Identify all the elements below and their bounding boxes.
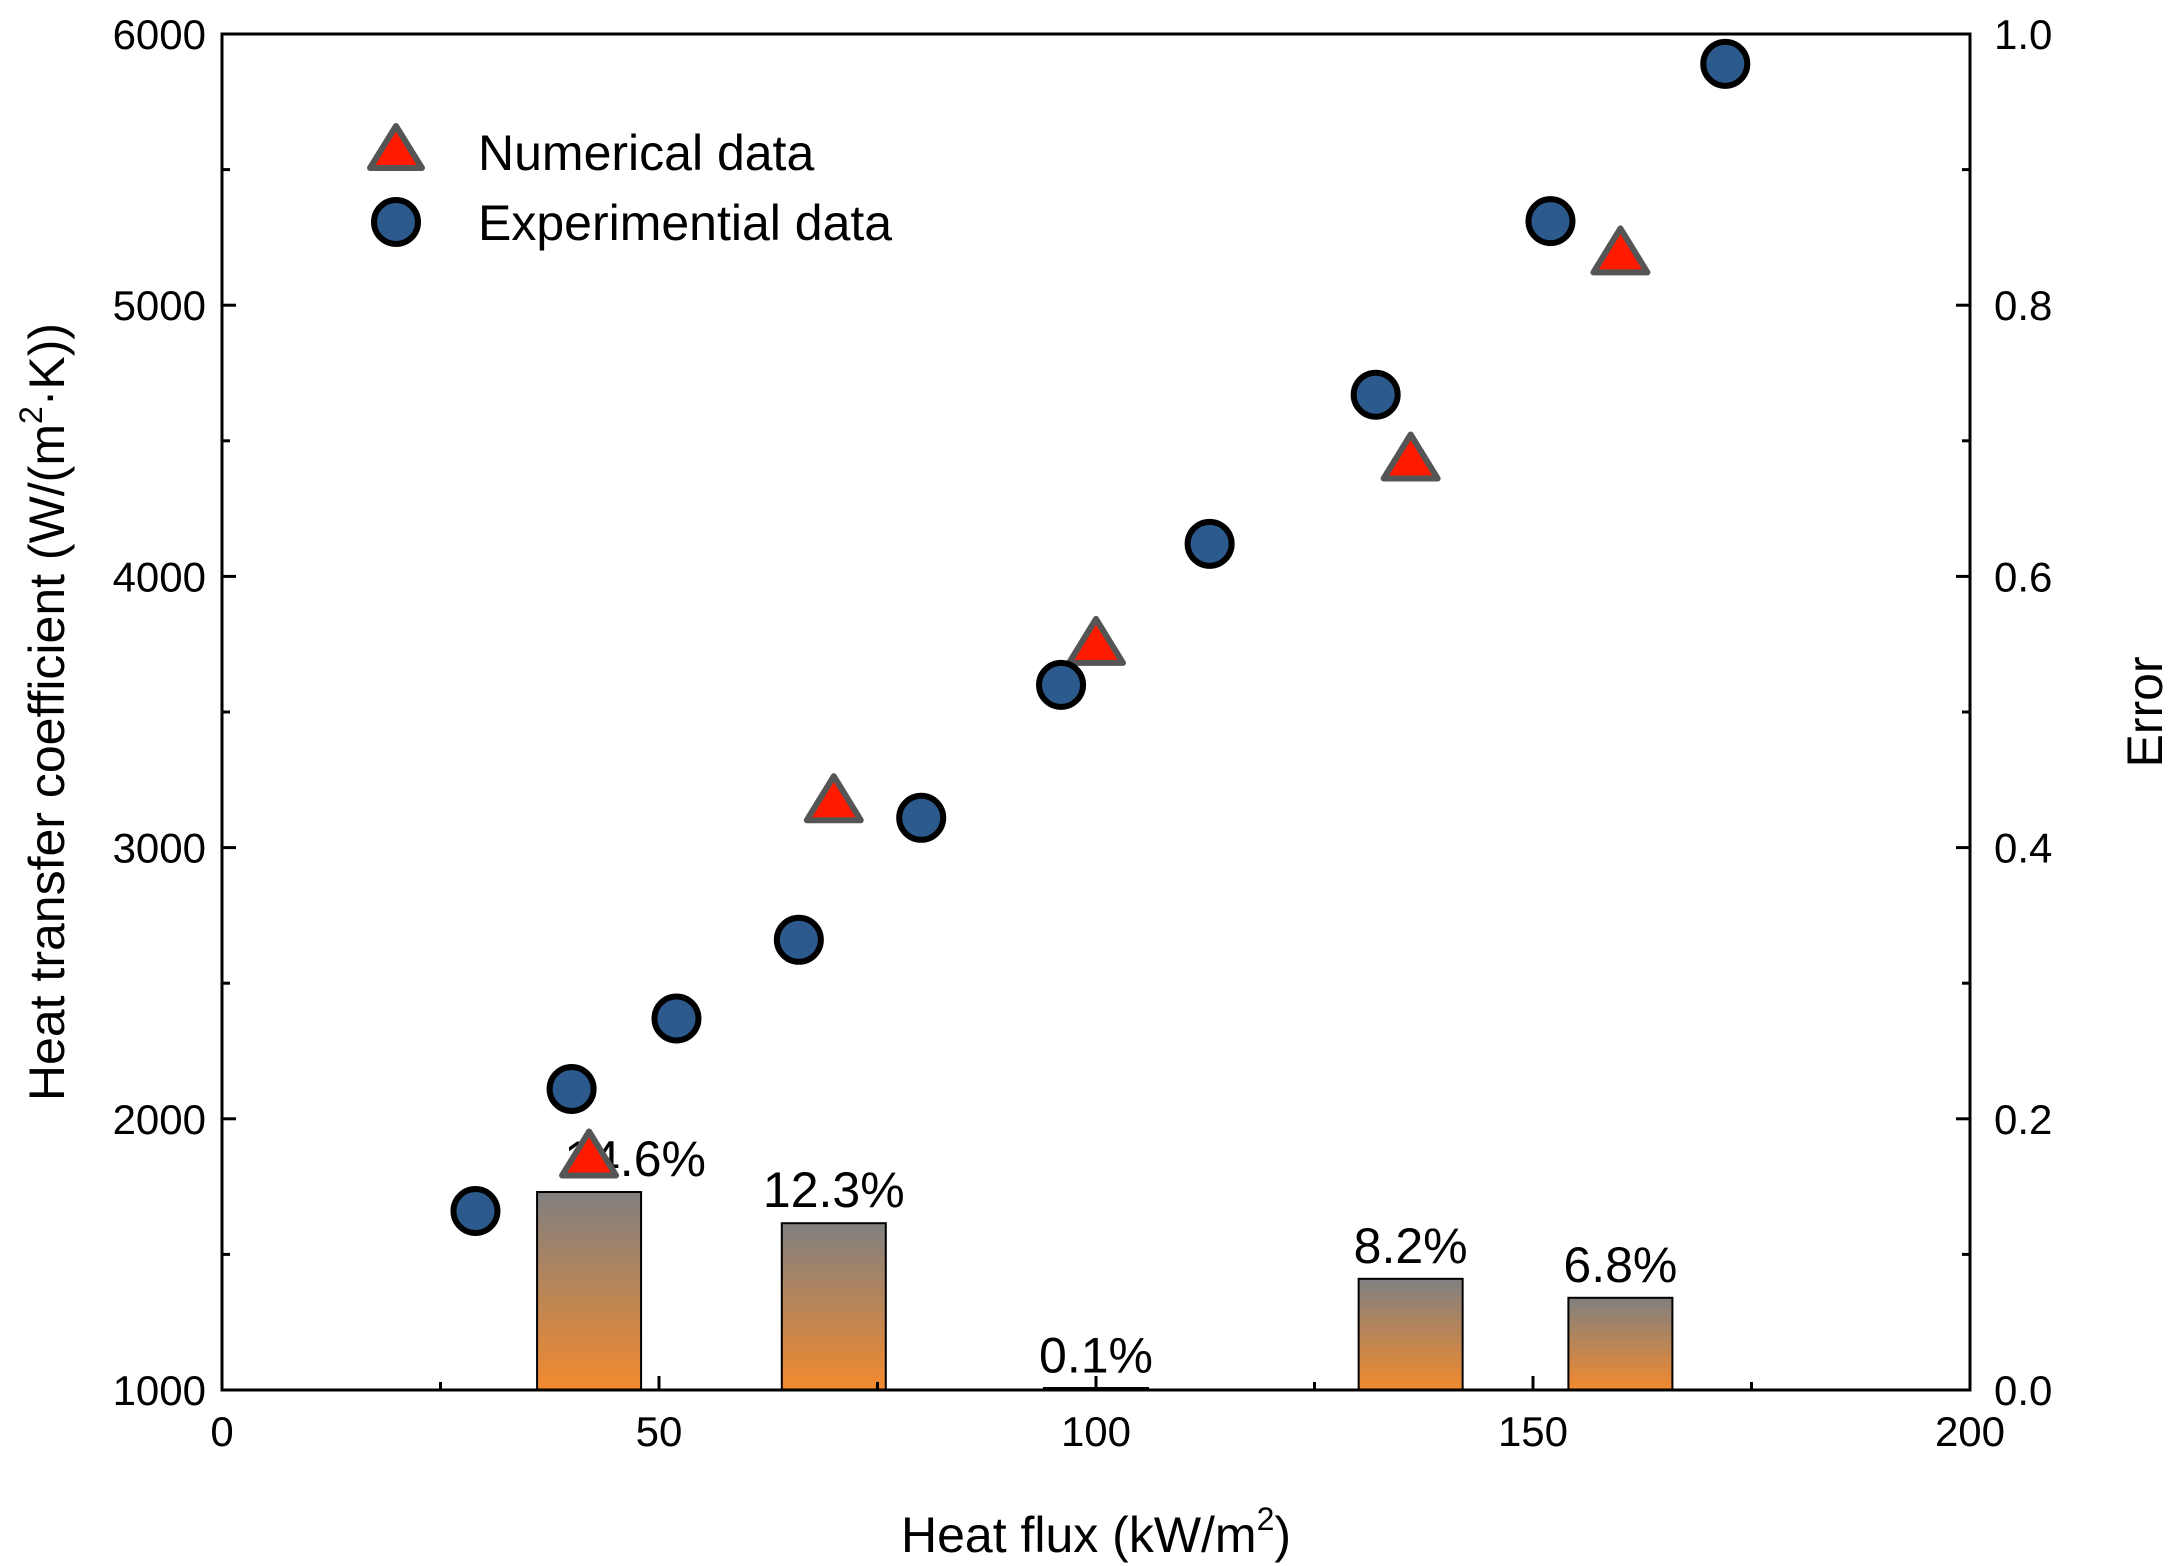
- legend-triangle-marker: [367, 123, 425, 171]
- experimental-data-point: [450, 1186, 501, 1237]
- y2-tick-label: 0.8: [1994, 282, 2052, 329]
- experimental-data-point: [1036, 659, 1087, 710]
- experimental-data-point: [1700, 38, 1751, 89]
- axis-titles: Heat flux (kW/m2) Heat transfer coeffici…: [13, 323, 2173, 1563]
- experimental-data-point: [773, 914, 824, 965]
- x-tick-label: 200: [1935, 1408, 2005, 1455]
- legend-label-experimental: Experimential data: [478, 195, 892, 251]
- numerical-data-point: [1066, 615, 1126, 666]
- error-bar: [1567, 1296, 1674, 1391]
- y2-tick-label: 1.0: [1994, 11, 2052, 58]
- y2-tick-label: 0.2: [1994, 1096, 2052, 1143]
- error-bar: [1357, 1277, 1464, 1391]
- ticks: 0 50 100 150 200 1000 2000 3000 4000 5000 6000 0.0 0…: [113, 11, 2053, 1455]
- numerical-data-point: [1380, 431, 1441, 482]
- experimental-data-point: [1350, 369, 1401, 420]
- experimental-data-point: [1525, 196, 1576, 247]
- legend: Numerical data Experimential data: [367, 123, 892, 251]
- experimental-data-point: [1184, 518, 1235, 569]
- y2-tick-label: 0.6: [1994, 553, 2052, 600]
- experimental-data-point: [546, 1063, 597, 1114]
- error-bar: [536, 1191, 643, 1392]
- x-axis-title: Heat flux (kW/m2): [901, 1501, 1291, 1563]
- numerical-data-point: [803, 773, 864, 824]
- legend-circle-marker: [371, 197, 421, 247]
- error-bar: [780, 1222, 887, 1392]
- experimental-data-point: [651, 993, 702, 1044]
- x-tick-label: 100: [1061, 1408, 1131, 1455]
- y-axis-title: Heat transfer coefficient (W/(m2·K)): [13, 323, 75, 1101]
- y-tick-label: 2000: [113, 1096, 206, 1143]
- x-tick-label: 50: [636, 1408, 683, 1455]
- x-tick-label: 150: [1498, 1408, 1568, 1455]
- experimental-data-point: [896, 792, 947, 843]
- error-bar-label: 6.8%: [1563, 1237, 1677, 1293]
- y-tick-label: 3000: [113, 825, 206, 872]
- x-tick-label: 0: [210, 1408, 233, 1455]
- numerical-data-point: [1590, 225, 1651, 276]
- y-tick-label: 4000: [113, 553, 206, 600]
- y-tick-label: 5000: [113, 282, 206, 329]
- error-bars: 14.6%12.3%0.1%8.2% 6.8%: [536, 1131, 1677, 1392]
- y2-tick-label: 0.0: [1994, 1367, 2052, 1414]
- data-points: [450, 38, 1751, 1237]
- legend-label-numerical: Numerical data: [478, 125, 814, 181]
- error-bar-label: 0.1%: [1039, 1328, 1153, 1384]
- error-bar-label: 8.2%: [1354, 1218, 1468, 1274]
- y2-axis-title: Error: [2117, 656, 2173, 767]
- y-tick-label: 6000: [113, 11, 206, 58]
- y2-tick-label: 0.4: [1994, 825, 2052, 872]
- error-bar-label: 12.3%: [763, 1162, 905, 1218]
- y-tick-label: 1000: [113, 1367, 206, 1414]
- numerical-data-point: [559, 1128, 620, 1179]
